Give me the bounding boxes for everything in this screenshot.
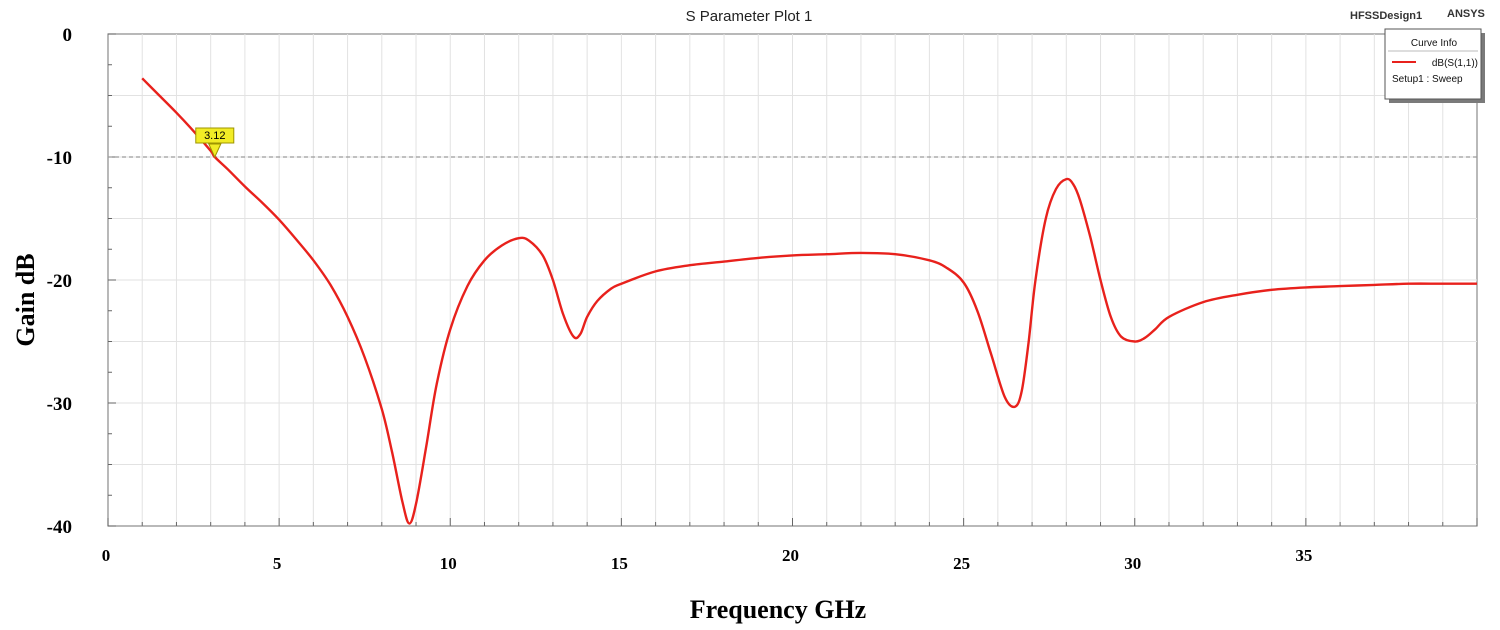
x-tick-label: 0 [102, 546, 111, 565]
grid-lines [108, 34, 1477, 526]
ansys-brand-label: ANSYS [1447, 8, 1485, 20]
y-tick-label: -30 [47, 394, 72, 415]
legend-series-name: dB(S(1,1)) [1432, 58, 1478, 69]
legend-setup-label: Setup1 : Sweep [1392, 74, 1463, 85]
y-tick-label: -20 [47, 271, 72, 292]
y-axis-label: Gain dB [11, 253, 40, 346]
marker-label: 3.12 [204, 130, 225, 142]
y-tick-label: -10 [47, 148, 72, 169]
x-tick-label: 30 [1124, 554, 1141, 573]
series-line-s11 [141, 77, 1477, 525]
x-tick-label: 5 [273, 554, 282, 573]
x-tick-label: 20 [782, 546, 799, 565]
marker[interactable]: 3.12 [195, 127, 235, 159]
design-name-label: HFSSDesign1 [1350, 10, 1422, 22]
y-tick-label: 0 [63, 25, 73, 46]
chart-title: S Parameter Plot 1 [686, 8, 813, 25]
y-tick-label: -40 [47, 517, 72, 538]
legend[interactable]: Curve Info dB(S(1,1)) Setup1 : Sweep [1384, 28, 1485, 103]
x-tick-label: 25 [953, 554, 970, 573]
y-tick-labels: 0 -10 -20 -30 -40 [47, 25, 72, 538]
legend-box [1384, 28, 1482, 100]
x-tick-label: 10 [440, 554, 457, 573]
x-tick-labels: 0 5 10 15 20 25 30 35 [102, 546, 1313, 573]
x-tick-label: 35 [1295, 546, 1312, 565]
marker-label-box [195, 127, 235, 144]
marker-triangle-icon [208, 143, 222, 159]
legend-title: Curve Info [1411, 38, 1458, 49]
x-tick-label: 15 [611, 554, 628, 573]
minor-ticks [107, 33, 1478, 527]
x-axis-label: Frequency GHz [690, 595, 866, 624]
